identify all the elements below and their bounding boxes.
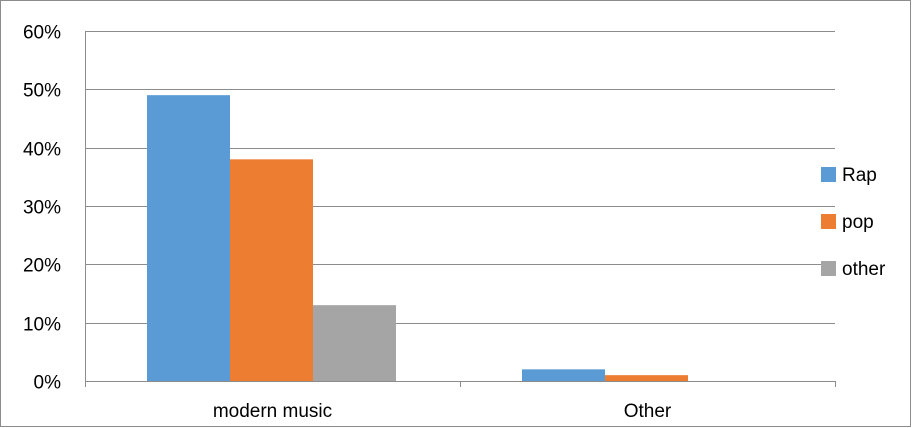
y-tick-label: 10% [23,315,61,336]
x-category-label: Other [624,401,672,422]
axes [85,31,836,387]
legend-swatch-rap [821,167,836,182]
legend: Rap pop other [821,165,886,280]
bar-rap-other [522,369,605,381]
y-tick-label: 30% [23,198,61,219]
legend-swatch-other [821,261,836,276]
legend-label-pop: pop [842,212,874,233]
y-tick-label: 20% [23,256,61,277]
legend-label-rap: Rap [842,165,877,186]
y-tick-label: 0% [34,373,62,394]
y-tick-label: 60% [23,23,61,44]
x-category-labels: modern music Other [213,401,672,422]
y-tick-label: 40% [23,140,61,161]
bar-other-modern-music [313,305,396,381]
bar-rap-modern-music [147,95,230,382]
y-tick-labels: 0% 10% 20% 30% 40% 50% 60% [23,23,61,394]
legend-label-other: other [842,259,886,280]
x-category-label: modern music [213,401,332,422]
bar-pop-modern-music [230,159,313,381]
bar-pop-other [605,375,688,381]
bars [147,95,688,382]
y-tick-label: 50% [23,81,61,102]
legend-swatch-pop [821,214,836,229]
